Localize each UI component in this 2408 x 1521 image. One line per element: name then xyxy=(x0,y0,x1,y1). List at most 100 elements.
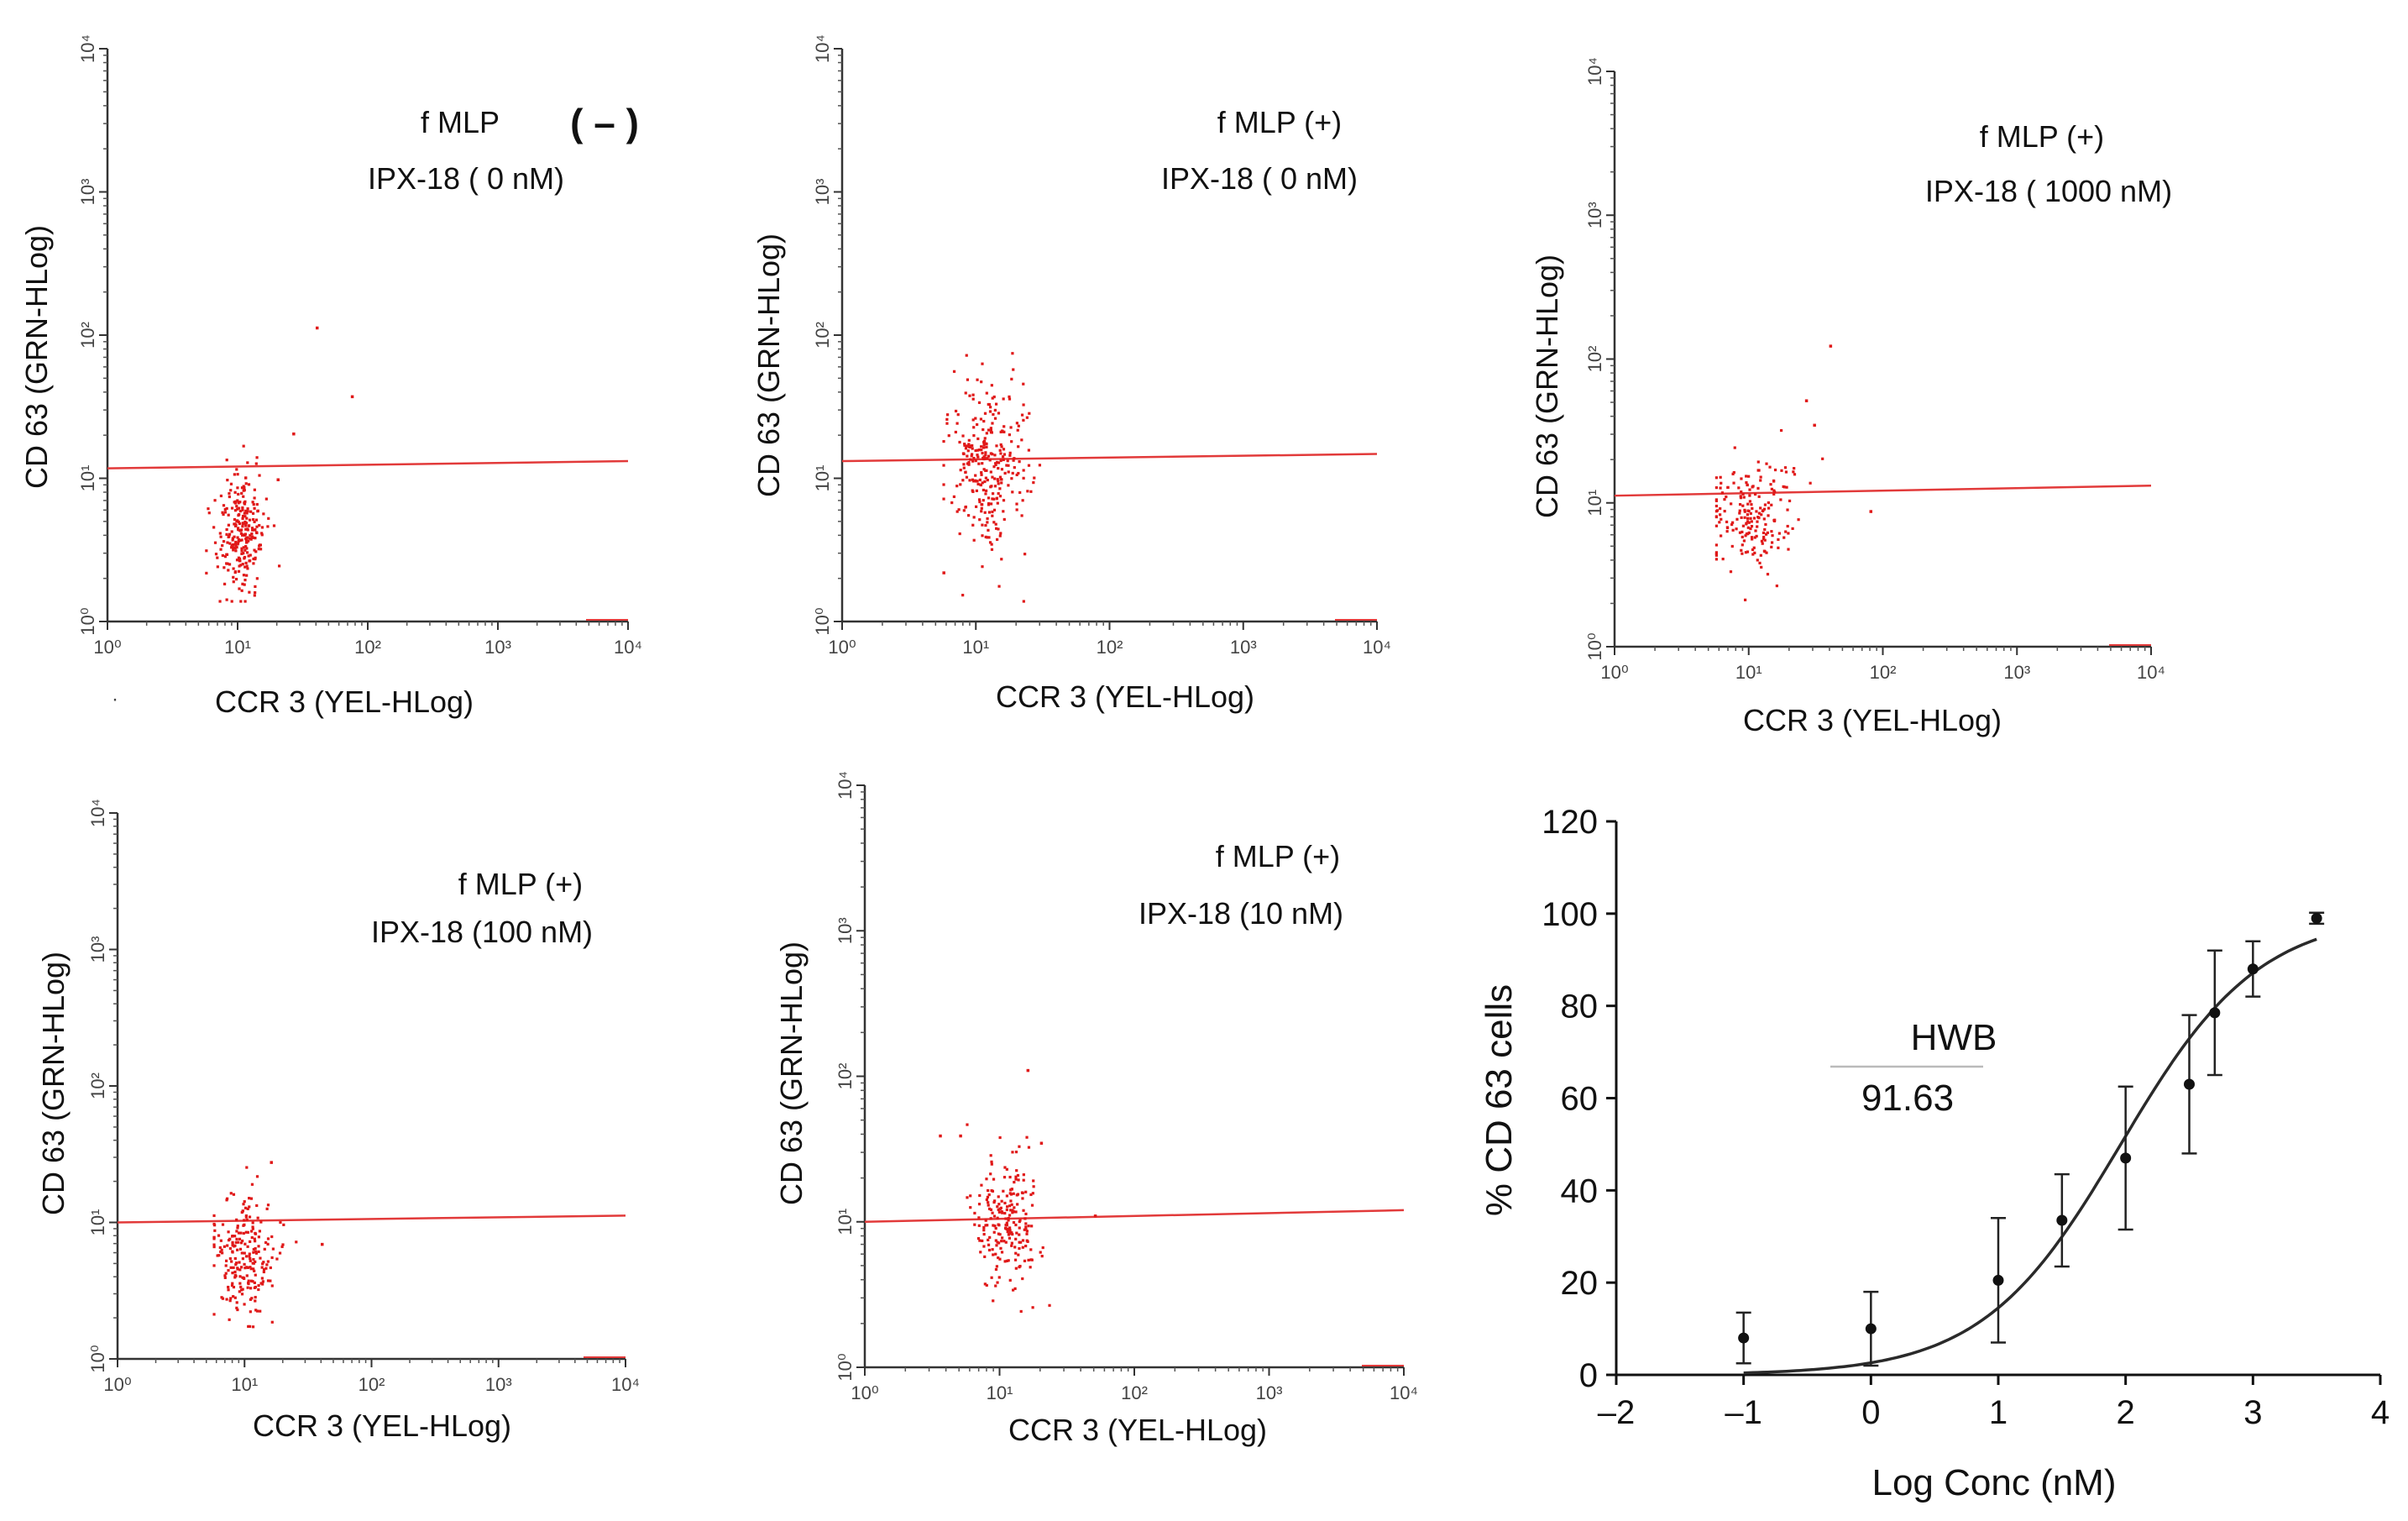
event-dot xyxy=(1784,530,1788,533)
event-dot xyxy=(1011,1211,1014,1214)
event-dot xyxy=(1762,531,1766,535)
event-dot xyxy=(993,417,997,420)
event-dot xyxy=(992,412,995,417)
event-dot xyxy=(237,506,241,510)
event-dot xyxy=(997,1195,1000,1198)
event-dot xyxy=(991,497,994,501)
event-dot xyxy=(1780,469,1783,472)
event-dot xyxy=(1018,1145,1021,1148)
event-dot xyxy=(1017,424,1020,427)
outlier-dot xyxy=(959,1134,962,1138)
data-point xyxy=(2247,963,2259,975)
event-dot xyxy=(983,1282,987,1286)
event-dot xyxy=(212,1245,216,1249)
event-dot xyxy=(221,1251,224,1255)
event-dot xyxy=(991,1189,995,1193)
event-dot xyxy=(254,518,259,522)
event-dot xyxy=(1020,438,1023,442)
event-dot xyxy=(248,1197,251,1200)
event-dot xyxy=(979,1251,982,1254)
event-dot xyxy=(1022,418,1025,422)
event-dot xyxy=(254,1251,259,1255)
event-dot xyxy=(241,525,244,528)
event-dot xyxy=(1772,479,1776,483)
event-dot xyxy=(248,1205,251,1209)
event-dot xyxy=(1013,1287,1017,1290)
x-tick-label: 2 xyxy=(2117,1394,2135,1431)
event-dot xyxy=(1024,1222,1028,1225)
event-dot xyxy=(241,1257,244,1261)
event-dot xyxy=(260,533,264,537)
event-dot xyxy=(243,502,247,506)
x-tick-label: 10⁰ xyxy=(851,1382,878,1403)
event-dot xyxy=(991,514,994,517)
event-dot xyxy=(980,448,983,452)
event-dot xyxy=(1770,530,1773,533)
event-dot xyxy=(249,538,253,541)
event-dot xyxy=(246,528,249,532)
event-dot xyxy=(980,510,983,513)
event-dot xyxy=(243,1206,248,1209)
event-dot xyxy=(1765,532,1768,536)
event-dot xyxy=(971,523,975,527)
event-dot xyxy=(991,1211,994,1214)
event-dot xyxy=(1741,524,1745,527)
event-dot xyxy=(994,1284,997,1288)
event-dot xyxy=(1777,532,1781,535)
event-dot xyxy=(996,1281,999,1284)
x-tick-label: 10¹ xyxy=(231,1374,258,1395)
event-dot xyxy=(989,1217,992,1220)
event-dot xyxy=(233,1296,237,1299)
event-dot xyxy=(250,535,254,538)
panel-dots xyxy=(205,326,354,603)
event-dot xyxy=(1002,425,1006,428)
event-dot xyxy=(243,1223,246,1226)
event-dot xyxy=(991,492,995,496)
event-dot xyxy=(251,511,255,515)
outlier-dot xyxy=(1813,423,1816,427)
event-dot xyxy=(245,574,249,577)
event-dot xyxy=(1747,531,1751,534)
event-dot xyxy=(987,496,991,500)
event-dot xyxy=(988,410,992,413)
event-dot xyxy=(1797,518,1800,522)
event-dot xyxy=(224,1264,228,1267)
event-dot xyxy=(1751,548,1755,552)
event-dot xyxy=(964,447,968,450)
event-dot xyxy=(266,525,270,528)
event-dot xyxy=(977,498,982,501)
event-dot xyxy=(987,1207,992,1210)
event-dot xyxy=(1009,1209,1013,1212)
event-dot xyxy=(244,538,248,541)
event-dot xyxy=(243,485,246,490)
event-dot xyxy=(1014,1267,1018,1270)
event-dot xyxy=(990,431,993,434)
event-dot xyxy=(1007,1233,1011,1236)
event-dot xyxy=(1746,513,1750,517)
event-dot xyxy=(277,564,281,568)
event-dot xyxy=(1013,1180,1016,1184)
event-dot xyxy=(243,565,247,569)
event-dot xyxy=(1023,1228,1026,1231)
event-dot xyxy=(239,600,243,603)
event-dot xyxy=(240,547,243,550)
event-dot xyxy=(244,544,248,548)
y-tick-label: 10² xyxy=(77,322,98,349)
event-dot xyxy=(212,1264,216,1267)
event-dot xyxy=(278,1251,282,1255)
event-dot xyxy=(983,437,987,440)
event-dot xyxy=(1756,460,1760,464)
y-tick-label: 10⁴ xyxy=(77,34,98,63)
event-dot xyxy=(994,402,998,406)
event-dot xyxy=(246,507,249,511)
event-dot xyxy=(236,1267,239,1270)
event-dot xyxy=(242,533,245,537)
event-dot xyxy=(241,1288,244,1291)
event-dot xyxy=(1003,1226,1008,1230)
event-dot xyxy=(989,406,992,409)
y-tick-label: 80 xyxy=(1561,989,1599,1025)
event-dot xyxy=(231,538,234,542)
event-dot xyxy=(1011,471,1014,475)
event-dot xyxy=(217,1234,221,1237)
event-dot xyxy=(1048,1303,1051,1307)
